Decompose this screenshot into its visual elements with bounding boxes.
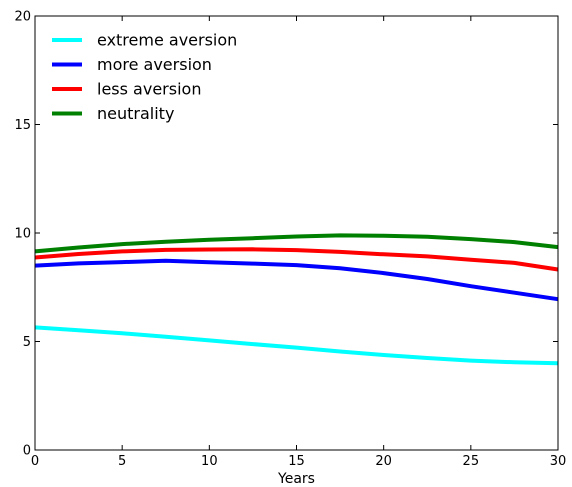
series-line-3 [34,233,559,254]
x-axis-label: Years [277,471,315,487]
y-tick-label: 10 [14,227,31,242]
legend-label-1: more aversion [97,55,212,74]
y-tick-label: 5 [23,335,31,350]
legend: extreme aversion more aversion less aversi… [52,31,237,123]
series-layer [34,233,559,366]
series-line-0 [34,325,559,366]
legend-label-0: extreme aversion [97,31,237,50]
x-tick-label: 30 [550,454,567,469]
x-tick-label: 5 [118,454,126,469]
legend-label-3: neutrality [97,104,174,123]
x-tick-label: 0 [31,454,39,469]
series-line-2 [34,247,559,272]
y-tick-label: 15 [14,118,31,133]
series-line-1 [34,258,559,302]
y-tick-label: 20 [14,10,31,25]
x-tick-label: 15 [288,454,305,469]
x-tick-label: 10 [201,454,218,469]
legend-label-2: less aversion [97,80,201,99]
y-tick-label: 0 [23,444,31,459]
x-tick-label: 20 [375,454,392,469]
x-tick-label: 25 [463,454,480,469]
tick-layer: 0 5 10 15 20 25 30 0 5 10 15 20 [14,10,566,470]
